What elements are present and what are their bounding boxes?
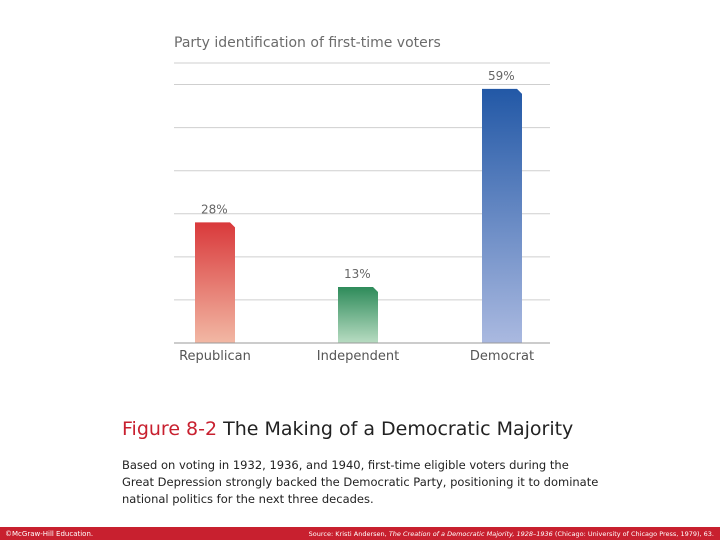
value-label-democrat: 59%	[488, 69, 515, 83]
chart-title: Party identification of first-time voter…	[174, 35, 441, 51]
bar-democrat	[482, 88, 522, 343]
figure-caption: Figure 8-2 The Making of a Democratic Ma…	[122, 418, 682, 440]
labels: 28% Republican 13% Independent 59% Democrat	[179, 69, 534, 364]
figure-title: The Making of a Democratic Majority	[223, 418, 574, 440]
bar-chart: Party identification of first-time voter…	[174, 35, 550, 364]
copyright-text: ©McGraw-Hill Education.	[5, 530, 94, 538]
source-citation: Source: Kristi Andersen, The Creation of…	[309, 530, 714, 538]
figure-number: Figure 8-2	[122, 418, 218, 440]
gridlines	[174, 62, 550, 301]
category-label-democrat: Democrat	[470, 349, 534, 364]
source-prefix: Source: Kristi Andersen,	[308, 530, 387, 538]
bar-independent	[338, 287, 378, 343]
source-title: The Creation of a Democratic Majority, 1…	[388, 530, 553, 538]
source-suffix: (Chicago: University of Chicago Press, 1…	[554, 530, 714, 538]
figure-description: Based on voting in 1932, 1936, and 1940,…	[122, 458, 599, 506]
value-label-independent: 13%	[344, 267, 371, 281]
category-label-independent: Independent	[317, 349, 399, 364]
bar-republican	[195, 222, 235, 343]
value-label-republican: 28%	[201, 202, 228, 216]
bars	[195, 88, 522, 343]
footer-bar	[0, 527, 720, 540]
category-label-republican: Republican	[179, 349, 251, 364]
